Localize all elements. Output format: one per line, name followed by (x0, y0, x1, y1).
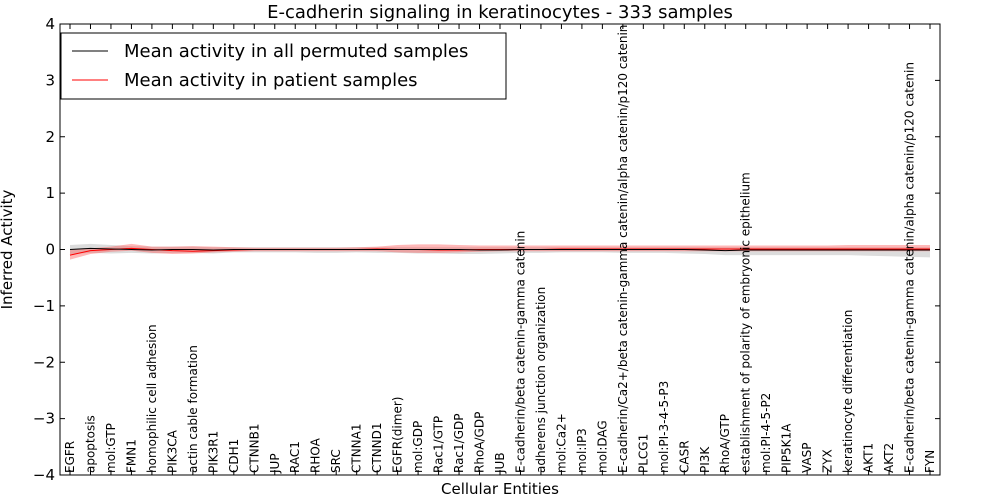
y-tick-label: 2 (45, 128, 55, 146)
legend-box (60, 32, 507, 100)
category-label: VASP (800, 442, 814, 473)
category-label: JUB (493, 452, 507, 474)
series-line-patient (69, 247, 930, 256)
x-axis-ticks (69, 24, 931, 475)
legend-label: Mean activity in all permuted samples (124, 41, 468, 62)
category-label: E-cadherin/beta catenin-gamma catenin/al… (903, 62, 917, 473)
category-label: AKT2 (882, 443, 896, 473)
category-label: mol:DAG (595, 420, 609, 473)
category-label: FYN (923, 450, 937, 473)
y-axis-label: Inferred Activity (0, 189, 16, 309)
category-label: AKT1 (862, 443, 876, 473)
y-tick-label: 1 (45, 184, 55, 202)
category-label: E-cadherin/Ca2+/beta catenin-gamma caten… (616, 25, 630, 473)
category-label: RhoA/GTP (718, 414, 732, 473)
category-label: CDH1 (227, 439, 241, 473)
category-label: mol:PI-4-5-P2 (759, 393, 773, 473)
category-label: E-cadherin/beta catenin-gamma catenin (513, 231, 527, 473)
category-label: ZYX (821, 449, 835, 473)
category-label: keratinocyte differentiation (841, 310, 855, 473)
category-label: homophilic cell adhesion (145, 324, 159, 473)
series-line-permuted (69, 247, 930, 252)
x-axis-label: Cellular Entities (441, 480, 559, 498)
category-label: SRC (329, 449, 343, 473)
category-label: PLCG1 (636, 434, 650, 473)
category-label: EGFR (63, 441, 77, 473)
category-label: RhoA/GDP (473, 412, 487, 473)
category-label: PI3K (698, 446, 712, 473)
y-tick-label: −1 (33, 297, 55, 315)
legend-label: Mean activity in patient samples (124, 70, 418, 91)
category-label: Rac1/GDP (452, 414, 466, 473)
category-label: Rac1/GTP (432, 416, 446, 473)
confidence-bands (70, 243, 930, 260)
y-tick-label: −4 (33, 466, 55, 484)
category-label: RAC1 (288, 441, 302, 473)
chart-title: E-cadherin signaling in keratinocytes - … (267, 2, 733, 23)
band-patient (70, 243, 930, 260)
category-label: PIP5K1A (780, 423, 794, 473)
category-label: RHOA (309, 437, 323, 473)
category-label: JUP (268, 453, 282, 474)
y-tick-label: 3 (45, 71, 55, 89)
y-tick-label: 4 (45, 15, 55, 33)
category-label: mol:GDP (411, 421, 425, 473)
y-tick-label: −2 (33, 353, 55, 371)
category-label: CTNNB1 (247, 423, 261, 473)
category-label: CTNNA1 (350, 423, 364, 473)
category-label: mol:PI-3-4-5-P3 (657, 381, 671, 473)
band-permuted (70, 243, 930, 258)
category-label: PIK3R1 (206, 431, 220, 473)
category-label: apoptosis (83, 415, 97, 473)
category-label: PIK3CA (165, 429, 179, 473)
legend: Mean activity in all permuted samples Mea… (60, 32, 507, 100)
category-label: CTNND1 (370, 422, 384, 473)
category-label: establishment of polarity of embryonic e… (739, 172, 753, 473)
category-label: actin cable formation (186, 345, 200, 473)
category-label: mol:IP3 (575, 428, 589, 473)
series-lines (69, 247, 930, 256)
y-tick-label: 0 (45, 241, 55, 259)
category-label: EGFR(dimer) (391, 397, 405, 473)
y-axis-ticks: −4 −3 −2 −1 0 1 2 3 4 (33, 15, 940, 484)
category-label: mol:GTP (104, 423, 118, 473)
category-label: CASR (677, 440, 691, 473)
category-label: FMN1 (124, 439, 138, 473)
category-label: mol:Ca2+ (554, 413, 568, 473)
category-label: adherens junction organization (534, 287, 548, 473)
y-tick-label: −3 (33, 410, 55, 428)
category-labels: EGFR apoptosis mol:GTP FMN1 homophilic cell … (63, 25, 937, 474)
